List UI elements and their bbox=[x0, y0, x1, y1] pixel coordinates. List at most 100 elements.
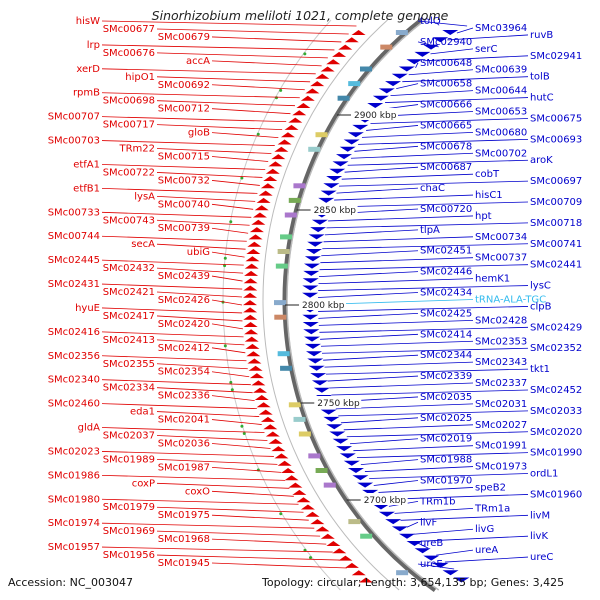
right-leader-line bbox=[366, 125, 419, 131]
right-leader-line bbox=[321, 347, 529, 354]
feature-block bbox=[337, 95, 350, 101]
right-gene-label: chaC bbox=[420, 183, 445, 194]
reverse-strand-gene-glyph bbox=[304, 343, 321, 349]
left-leader-line bbox=[156, 459, 278, 465]
left-gene-label: SMc00715 bbox=[158, 152, 210, 163]
forward-strand-gene-glyph bbox=[332, 548, 347, 554]
right-gene-label: SMc00678 bbox=[420, 141, 472, 152]
right-leader-line bbox=[420, 535, 529, 542]
forward-strand-gene-glyph bbox=[344, 37, 359, 43]
reverse-strand-gene-glyph bbox=[305, 351, 322, 357]
left-leader-line bbox=[211, 251, 245, 258]
forward-strand-gene-glyph bbox=[305, 88, 320, 94]
forward-strand-gene-glyph bbox=[243, 314, 258, 320]
left-gene-label: SMc02416 bbox=[48, 327, 100, 338]
left-leader-line bbox=[101, 92, 300, 99]
left-gene-label: SMc02354 bbox=[158, 367, 210, 378]
reverse-strand-gene-glyph bbox=[406, 59, 423, 65]
left-leader-line bbox=[156, 554, 340, 561]
right-leader-line bbox=[322, 243, 529, 250]
gc-skew-dot bbox=[223, 344, 227, 348]
forward-strand-gene-glyph bbox=[243, 278, 258, 284]
gc-skew-dot bbox=[229, 380, 233, 384]
forward-strand-gene-glyph bbox=[251, 380, 266, 386]
left-gene-label: SMc01980 bbox=[48, 494, 100, 505]
left-leader-line bbox=[101, 403, 257, 410]
left-gene-label: SMc01956 bbox=[103, 550, 155, 561]
reverse-strand-gene-glyph bbox=[391, 526, 408, 532]
right-leader-line bbox=[340, 417, 419, 424]
left-gene-label: SMc02420 bbox=[158, 319, 210, 330]
reverse-strand-gene-glyph bbox=[352, 124, 369, 130]
reverse-strand-gene-glyph bbox=[414, 548, 431, 554]
right-leader-line bbox=[319, 264, 529, 271]
reverse-strand-gene-glyph bbox=[423, 555, 440, 561]
right-leader-line bbox=[344, 166, 419, 173]
right-gene-label: SMc02343 bbox=[475, 357, 527, 368]
forward-strand-gene-glyph bbox=[271, 154, 286, 160]
left-leader-line bbox=[101, 355, 247, 362]
left-leader-line bbox=[156, 482, 290, 489]
feature-block bbox=[288, 197, 301, 203]
left-leader-line bbox=[101, 331, 244, 338]
left-leader-line bbox=[156, 339, 245, 346]
left-leader-line bbox=[101, 187, 258, 194]
left-gene-label: secA bbox=[131, 239, 155, 250]
right-leader-line bbox=[350, 152, 474, 159]
forward-strand-gene-glyph bbox=[244, 336, 259, 342]
forward-strand-gene-glyph bbox=[305, 511, 320, 517]
right-gene-label: ureB bbox=[420, 538, 443, 549]
reverse-strand-gene-glyph bbox=[385, 81, 402, 87]
left-gene-label: SMc01975 bbox=[158, 510, 210, 521]
left-gene-label: SMc01968 bbox=[158, 534, 210, 545]
left-leader-line bbox=[211, 180, 260, 186]
feature-block bbox=[315, 132, 328, 138]
left-leader-line bbox=[211, 299, 243, 306]
left-gene-label: SMc02336 bbox=[158, 391, 210, 402]
right-gene-label: SMc00658 bbox=[420, 79, 472, 90]
gc-skew-dot bbox=[303, 52, 307, 56]
forward-strand-gene-glyph bbox=[281, 468, 296, 473]
right-leader-line bbox=[323, 236, 474, 243]
left-leader-line bbox=[156, 195, 256, 202]
feature-block bbox=[395, 30, 408, 35]
right-gene-label: aroK bbox=[530, 155, 553, 166]
feature-block bbox=[298, 431, 311, 437]
right-gene-label: SMc02352 bbox=[530, 343, 582, 354]
forward-strand-gene-glyph bbox=[332, 51, 347, 57]
left-gene-label: SMc02036 bbox=[158, 438, 210, 449]
reverse-strand-gene-glyph bbox=[303, 270, 320, 276]
left-leader-line bbox=[101, 140, 275, 146]
left-gene-label: SMc02460 bbox=[48, 399, 100, 410]
left-gene-label: hipO1 bbox=[125, 72, 155, 83]
left-leader-line bbox=[211, 323, 243, 330]
forward-strand-gene-glyph bbox=[244, 329, 259, 335]
right-leader-line bbox=[331, 389, 529, 396]
right-gene-label: tkt1 bbox=[530, 364, 550, 375]
right-leader-line bbox=[358, 138, 529, 145]
right-gene-label: ureA bbox=[475, 545, 498, 556]
right-gene-label: SMc02339 bbox=[420, 371, 472, 382]
right-leader-line bbox=[422, 55, 529, 62]
right-leader-line bbox=[319, 326, 529, 333]
reverse-strand-gene-glyph bbox=[318, 197, 335, 203]
forward-strand-gene-glyph bbox=[243, 292, 258, 298]
right-gene-label: SMc02035 bbox=[420, 392, 472, 403]
left-leader-line bbox=[211, 562, 347, 569]
gc-skew-dot bbox=[279, 512, 283, 516]
right-gene-label: clpB bbox=[530, 301, 552, 312]
right-leader-line bbox=[329, 382, 474, 389]
feature-block bbox=[275, 263, 288, 269]
left-gene-label: xerD bbox=[76, 64, 100, 75]
left-leader-line bbox=[211, 466, 282, 473]
right-gene-label: cobT bbox=[475, 169, 500, 180]
reverse-strand-gene-glyph bbox=[343, 460, 360, 466]
left-gene-label: SMc02340 bbox=[48, 375, 100, 386]
right-gene-label: SMc02020 bbox=[530, 427, 582, 438]
forward-strand-gene-glyph bbox=[258, 409, 273, 415]
right-gene-label: ruvB bbox=[530, 30, 553, 41]
forward-strand-gene-glyph bbox=[292, 489, 307, 495]
feature-block bbox=[288, 402, 301, 408]
forward-strand-gene-glyph bbox=[243, 322, 258, 327]
reverse-strand-gene-glyph bbox=[453, 577, 470, 583]
